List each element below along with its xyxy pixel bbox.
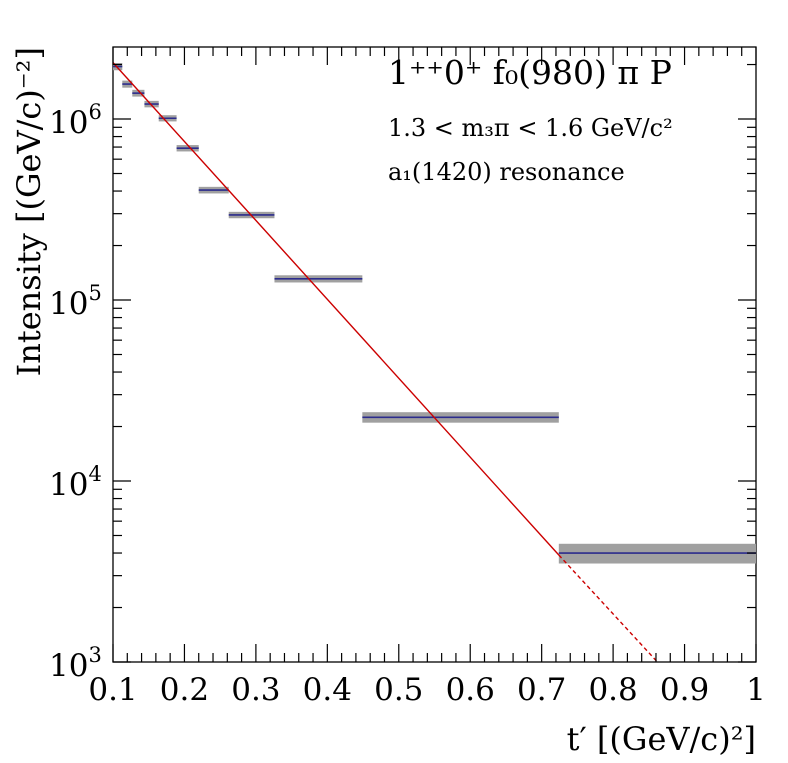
y-tick-label: 103 xyxy=(49,643,102,684)
axis-ticks xyxy=(112,47,757,663)
x-tick-label: 0.1 xyxy=(88,672,137,708)
fit-line-dashed xyxy=(558,554,658,663)
x-tick-label: 1 xyxy=(746,672,766,708)
x-tick-label: 0.9 xyxy=(660,672,709,708)
y-tick-label: 104 xyxy=(49,462,102,503)
x-axis-title: t′ [(GeV/c)²] xyxy=(567,720,756,758)
x-tick-label: 0.2 xyxy=(160,672,209,708)
x-tick-label: 0.7 xyxy=(517,672,566,708)
annotation-mass-range: 1.3 < m₃π < 1.6 GeV/c² xyxy=(388,114,673,142)
y-axis-title: Intensity [(GeV/c)⁻²] xyxy=(10,47,48,376)
annotation-resonance: a₁(1420) resonance xyxy=(388,158,625,186)
x-tick-label: 0.8 xyxy=(588,672,637,708)
x-tick-label: 0.6 xyxy=(446,672,495,708)
annotation-wave: 1⁺⁺0⁺ f₀(980) π P xyxy=(388,53,672,92)
fit-line-solid xyxy=(112,62,560,556)
y-tick-labels: 103 104 105 106 xyxy=(49,100,102,684)
x-tick-label: 0.4 xyxy=(303,672,352,708)
y-tick-label: 106 xyxy=(49,100,102,141)
y-tick-label: 105 xyxy=(49,281,102,322)
x-tick-label: 0.3 xyxy=(231,672,280,708)
fit-curve xyxy=(112,62,658,663)
x-tick-label: 0.5 xyxy=(374,672,423,708)
x-tick-labels: 0.1 0.2 0.3 0.4 0.5 0.6 0.7 0.8 0.9 1 xyxy=(88,672,766,708)
